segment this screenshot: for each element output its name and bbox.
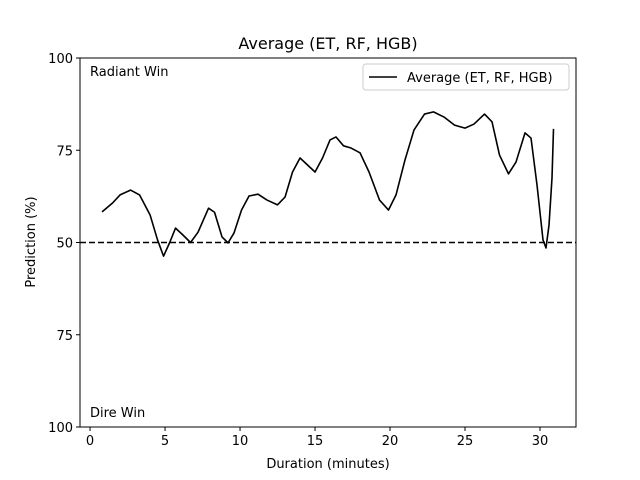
y-tick-label: 75 xyxy=(56,144,73,159)
legend-box xyxy=(362,63,570,91)
x-tick-label: 25 xyxy=(457,434,474,449)
y-tick-label: 100 xyxy=(48,421,73,436)
x-tick-label: 0 xyxy=(86,434,94,449)
legend-label: Average (ET, RF, HGB) xyxy=(407,71,553,86)
line-series xyxy=(101,111,555,257)
x-tick-label: 10 xyxy=(232,434,249,449)
x-tick-label: 5 xyxy=(161,434,169,449)
y-axis-label: Prediction (%) xyxy=(24,196,39,287)
chart-title: Average (ET, RF, HGB) xyxy=(238,34,417,53)
y-tick-label: 100 xyxy=(48,52,73,67)
y-tick-label: 75 xyxy=(56,329,73,344)
annotation: Dire Win xyxy=(90,406,145,421)
annotation: Radiant Win xyxy=(90,65,168,80)
x-axis-label: Duration (minutes) xyxy=(266,457,389,472)
y-tick-label: 50 xyxy=(56,237,73,252)
x-tick-label: 30 xyxy=(532,434,549,449)
x-tick-label: 20 xyxy=(382,434,399,449)
x-tick-label: 15 xyxy=(307,434,324,449)
